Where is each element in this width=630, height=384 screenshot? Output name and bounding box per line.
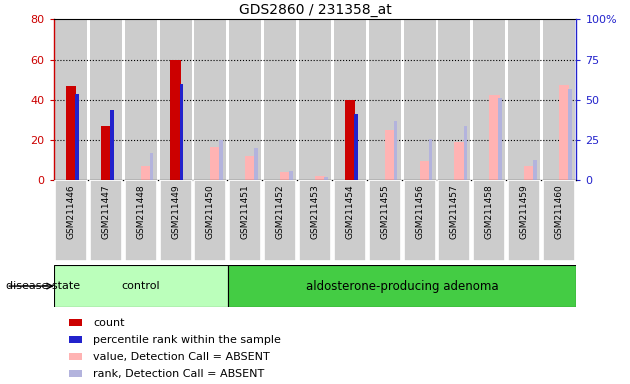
- Bar: [90, 180, 122, 261]
- Bar: [210, 147, 221, 180]
- Bar: [140, 166, 151, 180]
- Bar: [229, 180, 261, 261]
- Bar: [66, 86, 76, 180]
- Bar: [315, 175, 326, 180]
- Bar: [54, 265, 228, 307]
- Bar: [101, 126, 111, 180]
- Bar: [533, 159, 537, 180]
- Text: GSM211459: GSM211459: [520, 185, 529, 239]
- Bar: [195, 180, 226, 261]
- Bar: [345, 100, 355, 180]
- Bar: [508, 19, 540, 180]
- Bar: [508, 180, 540, 261]
- Text: GSM211460: GSM211460: [554, 185, 563, 239]
- Bar: [454, 142, 465, 180]
- Bar: [69, 336, 83, 343]
- Bar: [125, 19, 157, 180]
- Text: GSM211455: GSM211455: [381, 185, 389, 239]
- Bar: [150, 153, 153, 180]
- Bar: [438, 19, 471, 180]
- Text: value, Detection Call = ABSENT: value, Detection Call = ABSENT: [93, 352, 270, 362]
- Bar: [369, 180, 401, 261]
- Title: GDS2860 / 231358_at: GDS2860 / 231358_at: [239, 3, 391, 17]
- Bar: [568, 89, 571, 180]
- Text: GSM211448: GSM211448: [136, 185, 145, 239]
- Bar: [90, 19, 122, 180]
- Bar: [125, 180, 157, 261]
- Bar: [438, 180, 471, 261]
- Text: percentile rank within the sample: percentile rank within the sample: [93, 335, 282, 345]
- Text: control: control: [122, 281, 160, 291]
- Bar: [69, 353, 83, 360]
- Bar: [428, 139, 432, 180]
- Bar: [170, 60, 181, 180]
- Text: GSM211456: GSM211456: [415, 185, 424, 239]
- Bar: [490, 95, 500, 180]
- Text: GSM211449: GSM211449: [171, 185, 180, 239]
- Bar: [219, 140, 223, 180]
- Bar: [334, 180, 366, 261]
- Bar: [255, 148, 258, 180]
- Bar: [110, 110, 113, 180]
- Bar: [543, 19, 575, 180]
- Bar: [180, 84, 183, 180]
- Text: GSM211447: GSM211447: [101, 185, 110, 239]
- Bar: [369, 19, 401, 180]
- Bar: [280, 172, 290, 180]
- Bar: [55, 180, 87, 261]
- Bar: [299, 180, 331, 261]
- Bar: [299, 19, 331, 180]
- Bar: [404, 180, 435, 261]
- Bar: [245, 156, 256, 180]
- Bar: [524, 166, 535, 180]
- Bar: [159, 180, 192, 261]
- Text: GSM211457: GSM211457: [450, 185, 459, 239]
- Bar: [394, 121, 398, 180]
- Text: GSM211453: GSM211453: [311, 185, 319, 239]
- Bar: [473, 180, 505, 261]
- Bar: [75, 94, 79, 180]
- Text: GSM211446: GSM211446: [67, 185, 76, 239]
- Bar: [464, 126, 467, 180]
- Text: GSM211452: GSM211452: [276, 185, 285, 239]
- Bar: [228, 265, 576, 307]
- Text: GSM211454: GSM211454: [345, 185, 354, 239]
- Bar: [354, 114, 358, 180]
- Bar: [385, 131, 395, 180]
- Text: GSM211451: GSM211451: [241, 185, 249, 239]
- Bar: [195, 19, 226, 180]
- Text: disease state: disease state: [6, 281, 81, 291]
- Text: aldosterone-producing adenoma: aldosterone-producing adenoma: [306, 280, 498, 293]
- Bar: [69, 370, 83, 377]
- Text: rank, Detection Call = ABSENT: rank, Detection Call = ABSENT: [93, 369, 265, 379]
- Bar: [264, 180, 296, 261]
- Bar: [324, 177, 328, 180]
- Bar: [229, 19, 261, 180]
- Bar: [543, 180, 575, 261]
- Bar: [69, 319, 83, 326]
- Text: count: count: [93, 318, 125, 328]
- Bar: [264, 19, 296, 180]
- Bar: [473, 19, 505, 180]
- Bar: [420, 161, 430, 180]
- Bar: [498, 98, 502, 180]
- Bar: [55, 19, 87, 180]
- Text: GSM211450: GSM211450: [206, 185, 215, 239]
- Bar: [334, 19, 366, 180]
- Text: GSM211458: GSM211458: [485, 185, 494, 239]
- Bar: [159, 19, 192, 180]
- Bar: [289, 171, 293, 180]
- Bar: [559, 85, 570, 180]
- Bar: [404, 19, 435, 180]
